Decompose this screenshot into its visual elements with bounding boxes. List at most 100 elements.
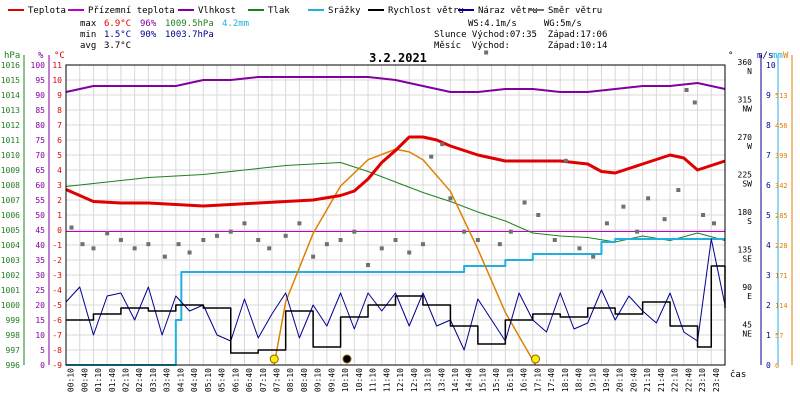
marker-layer: [269, 354, 541, 364]
wind-direction-point: [508, 229, 513, 234]
axis-tick-label: SW: [742, 180, 752, 189]
x-tick-label: 07:10: [259, 368, 268, 392]
x-tick-label: 20:10: [616, 368, 625, 392]
wind-direction-point: [676, 188, 681, 192]
plot-frame: [65, 64, 726, 366]
wind-direction-point: [352, 229, 357, 234]
wind-direction-point: [215, 233, 220, 238]
x-tick-label: 00:10: [67, 368, 76, 392]
x-tick-label: 03:40: [163, 368, 172, 392]
wind-direction-point: [283, 233, 288, 238]
axis-tick-label: 1001: [1, 286, 20, 295]
wind-direction-point: [522, 200, 527, 205]
axis-tick-label: 1010: [1, 151, 20, 160]
axis-tick-label: 7: [766, 151, 771, 160]
solar-line: [273, 148, 537, 366]
x-tick-label: 00:40: [80, 368, 89, 392]
stats-min-temp: 1.5°C: [104, 30, 131, 40]
wind-direction-point: [256, 238, 261, 242]
axis-tick-label: 10: [52, 76, 62, 85]
wind-direction-point: [440, 142, 445, 147]
axis-tick-label: 11: [52, 61, 62, 70]
x-tick-label: 14:10: [451, 368, 460, 392]
legend-label: Tlak: [268, 6, 290, 16]
axis-tick-label: 95: [35, 76, 45, 85]
axis-tick-label: NW: [742, 105, 752, 114]
x-tick-label: 23:10: [698, 368, 707, 392]
axis-tick-label: -9: [52, 361, 62, 370]
x-tick-label: 07:40: [273, 368, 282, 392]
wind-direction-point: [201, 238, 206, 242]
axis-tick-label: N: [747, 67, 752, 76]
wind-direction-point: [475, 238, 480, 242]
axis-tick-label: 1003: [1, 256, 20, 265]
axis-tick-label: 2: [766, 301, 771, 310]
axis-tick-label: 6: [57, 136, 62, 145]
wind-direction-point: [146, 242, 151, 247]
axis-tick-label: 513: [775, 92, 788, 100]
x-tick-label: 15:10: [478, 368, 487, 392]
legend-label: Srážky: [328, 6, 361, 16]
sun-marker: [269, 354, 279, 364]
axis-tick-label: 8: [766, 121, 771, 130]
x-tick-label: 23:40: [712, 368, 721, 392]
axis-tick-label: 997: [6, 346, 21, 355]
wind-direction-point: [80, 242, 85, 247]
axis-tick-label: 1007: [1, 196, 20, 205]
axis-tick-label: 10: [766, 61, 776, 70]
x-tick-label: 08:40: [300, 368, 309, 392]
info-wind: WS:4.1m/s WG:5m/s: [468, 19, 582, 29]
axis-tick-label: -1: [52, 241, 62, 250]
x-tick-label: 04:10: [176, 368, 185, 392]
stats-max-label: max: [80, 19, 97, 29]
x-tick-label: 18:10: [561, 368, 570, 392]
x-tick-label: 13:10: [424, 368, 433, 392]
stats-avg-temp: 3.7°C: [104, 41, 131, 51]
wind-direction-point: [552, 238, 557, 242]
axis-title: °C: [54, 51, 65, 61]
axis-tick-label: -8: [52, 346, 62, 355]
axis-tick-label: 1012: [1, 121, 20, 130]
wind-direction-point: [379, 246, 384, 251]
wind-direction-point: [604, 221, 609, 226]
axis-tick-label: 20: [35, 301, 45, 310]
x-tick-label: 20:40: [629, 368, 638, 392]
stats-max-press: 1009.5hPa: [165, 19, 214, 29]
axis-tick-label: 315: [738, 96, 753, 105]
wind-direction-point: [69, 225, 74, 230]
stats-min-press: 1003.7hPa: [165, 30, 214, 40]
axis-tick-label: 100: [31, 61, 46, 70]
axis-tick-label: 3: [57, 181, 62, 190]
wind-direction-point: [429, 154, 434, 159]
axis-tick-label: 55: [35, 196, 45, 205]
x-tick-label: 01:40: [108, 368, 117, 392]
axis-tick-label: 60: [35, 181, 45, 190]
x-tick-label: 19:40: [602, 368, 611, 392]
x-tick-label: 17:40: [547, 368, 556, 392]
wind-direction-point: [712, 221, 717, 226]
x-tick-label: 12:10: [396, 368, 405, 392]
axis-tick-label: 171: [775, 272, 788, 280]
axis-tick-label: 40: [35, 241, 45, 250]
axis-tick-label: 50: [35, 211, 45, 220]
wind-direction-point: [497, 242, 502, 247]
axis-tick-label: 456: [775, 122, 788, 130]
sun-marker: [531, 354, 541, 364]
axis-tick-label: 80: [35, 121, 45, 130]
axis-tick-label: 45: [35, 226, 45, 235]
info-moon: Měsíc Východ: Západ:10:14: [434, 41, 607, 51]
axis-tick-label: 4: [57, 166, 62, 175]
axis-tick-label: 10: [35, 331, 45, 340]
axis-tick-label: 4: [766, 241, 771, 250]
x-tick-label: 08:10: [286, 368, 295, 392]
wind-direction-point: [701, 213, 706, 217]
axis-tick-label: 114: [775, 302, 788, 310]
axis-tick-label: 75: [35, 136, 45, 145]
wind-direction-point: [536, 213, 541, 217]
axis-tick-label: -7: [52, 331, 62, 340]
wind-direction-point: [484, 50, 489, 55]
axis-tick-label: 998: [6, 331, 21, 340]
x-tick-label: 16:10: [506, 368, 515, 392]
axis-tick-label: 15: [35, 316, 45, 325]
axis-tick-label: 180: [738, 208, 753, 217]
